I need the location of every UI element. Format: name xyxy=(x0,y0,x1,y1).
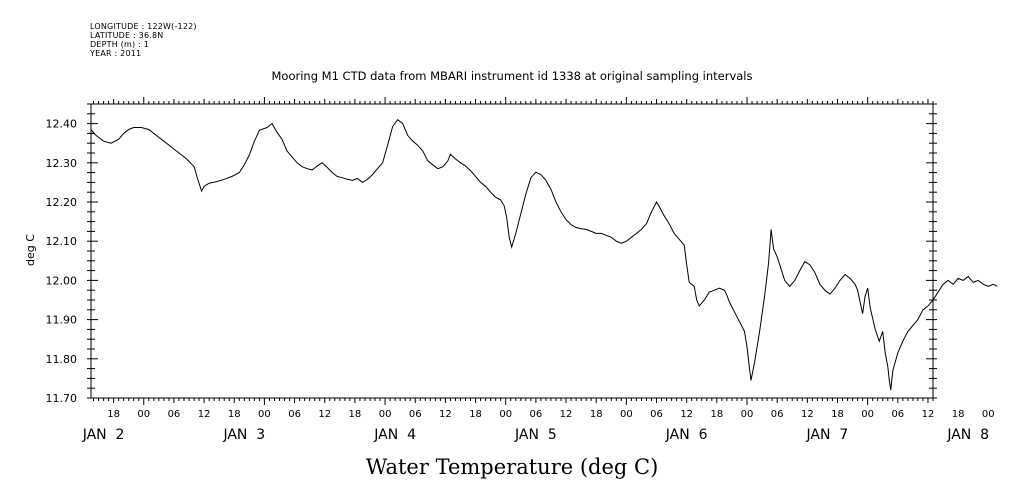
x-hour-label: 18 xyxy=(831,409,844,420)
y-tick-label: 11.80 xyxy=(46,353,78,366)
y-tick-label: 12.40 xyxy=(46,118,78,131)
x-axis-title: Water Temperature (deg C) xyxy=(366,455,659,479)
x-hour-label: 06 xyxy=(409,409,422,420)
chart-title: Mooring M1 CTD data from MBARI instrumen… xyxy=(272,69,753,83)
x-day-label: JAN 7 xyxy=(806,427,849,443)
x-hour-label: 06 xyxy=(530,409,543,420)
x-tick-labels: 18 00 06 12 18 00 06 12 18 00 06 12 18 00 06 12 18 00 06 12… xyxy=(82,409,995,443)
x-hour-label: 00 xyxy=(861,409,874,420)
x-hour-label: 00 xyxy=(137,409,150,420)
x-hour-label: 12 xyxy=(922,409,935,420)
x-day-label: JAN 3 xyxy=(222,427,265,443)
x-hour-label: 12 xyxy=(680,409,693,420)
x-hour-label: 00 xyxy=(741,409,754,420)
x-hour-label: 00 xyxy=(499,409,512,420)
x-day-label: JAN 5 xyxy=(514,427,557,443)
y-tick-label: 12.30 xyxy=(46,157,78,170)
plot-frame xyxy=(90,103,934,399)
y-tick-label: 11.70 xyxy=(46,392,78,405)
x-hour-label: 06 xyxy=(650,409,663,420)
y-axis-title: deg C xyxy=(24,234,37,266)
x-hour-label: 12 xyxy=(318,409,331,420)
x-hour-label: 18 xyxy=(349,409,362,420)
x-day-label: JAN 8 xyxy=(946,427,989,443)
x-hour-label: 06 xyxy=(891,409,904,420)
x-hour-label: 18 xyxy=(107,409,120,420)
y-tick-label: 12.20 xyxy=(46,196,78,209)
x-hour-label: 18 xyxy=(228,409,241,420)
longitude-label: LONGITUDE : 122W(-122) xyxy=(90,22,197,31)
x-hour-label: 00 xyxy=(379,409,392,420)
x-day-label: JAN 2 xyxy=(82,427,125,443)
x-hour-label: 06 xyxy=(288,409,301,420)
y-tick-label: 11.90 xyxy=(46,314,78,327)
x-hour-label: 12 xyxy=(560,409,573,420)
year-label: YEAR : 2011 xyxy=(90,49,142,58)
x-hour-label: 12 xyxy=(801,409,814,420)
latitude-label: LATITUDE : 36.8N xyxy=(90,31,164,40)
x-day-label: JAN 4 xyxy=(373,427,416,443)
y-tick-labels: 11.70 11.80 11.90 12.00 12.10 12.20 12.30 12.40 xyxy=(46,118,78,405)
x-day-label: JAN 6 xyxy=(665,427,708,443)
x-hour-label: 00 xyxy=(258,409,271,420)
x-hour-label: 00 xyxy=(982,409,995,420)
x-hour-label: 18 xyxy=(952,409,965,420)
x-hour-label: 18 xyxy=(710,409,723,420)
x-hour-label: 06 xyxy=(771,409,784,420)
axis-ticks xyxy=(87,97,937,405)
y-tick-label: 12.00 xyxy=(46,274,78,287)
y-tick-label: 12.10 xyxy=(46,235,78,248)
x-hour-label: 12 xyxy=(198,409,211,420)
series-line xyxy=(90,118,998,391)
x-hour-label: 18 xyxy=(469,409,482,420)
x-hour-label: 18 xyxy=(590,409,603,420)
x-hour-label: 06 xyxy=(168,409,181,420)
x-hour-label: 12 xyxy=(439,409,452,420)
x-hour-label: 00 xyxy=(620,409,633,420)
depth-label: DEPTH (m) : 1 xyxy=(90,40,149,49)
